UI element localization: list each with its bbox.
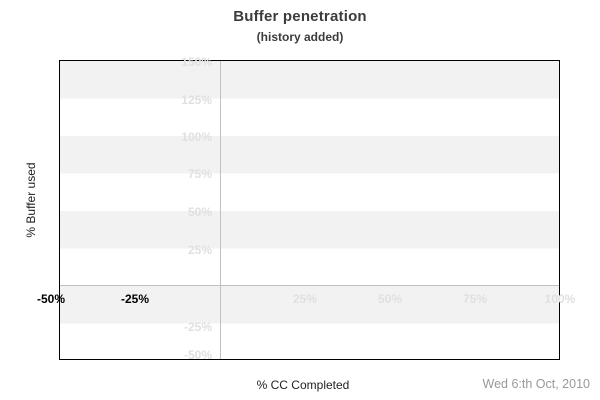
x-axis-title: % CC Completed (256, 378, 350, 392)
x-tick-label: 75% (462, 292, 488, 306)
x-tick-label: 25% (292, 292, 318, 306)
y-axis-title: % Buffer used (24, 162, 38, 238)
zero-y-gridline (60, 285, 559, 286)
x-tick-label: -25% (120, 292, 149, 306)
y-tick-label: 100% (181, 130, 212, 144)
zero-x-gridline (220, 61, 221, 359)
y-tick-label: 50% (187, 205, 212, 219)
x-tick-label: -50% (36, 292, 65, 306)
chart-subtitle: (history added) (256, 30, 344, 44)
x-tick-label: 100% (544, 292, 576, 306)
x-tick-label: 50% (377, 292, 403, 306)
plot-area (59, 60, 560, 360)
y-tick-label: 150% (181, 55, 212, 69)
y-tick-label: -50% (183, 348, 212, 362)
y-tick-label: 25% (187, 243, 212, 257)
y-tick-label: -25% (183, 320, 212, 334)
date-label: Wed 6:th Oct, 2010 (482, 377, 590, 391)
chart-title: Buffer penetration (233, 8, 367, 25)
y-tick-label: 125% (181, 93, 212, 107)
y-tick-label: 75% (187, 167, 212, 181)
